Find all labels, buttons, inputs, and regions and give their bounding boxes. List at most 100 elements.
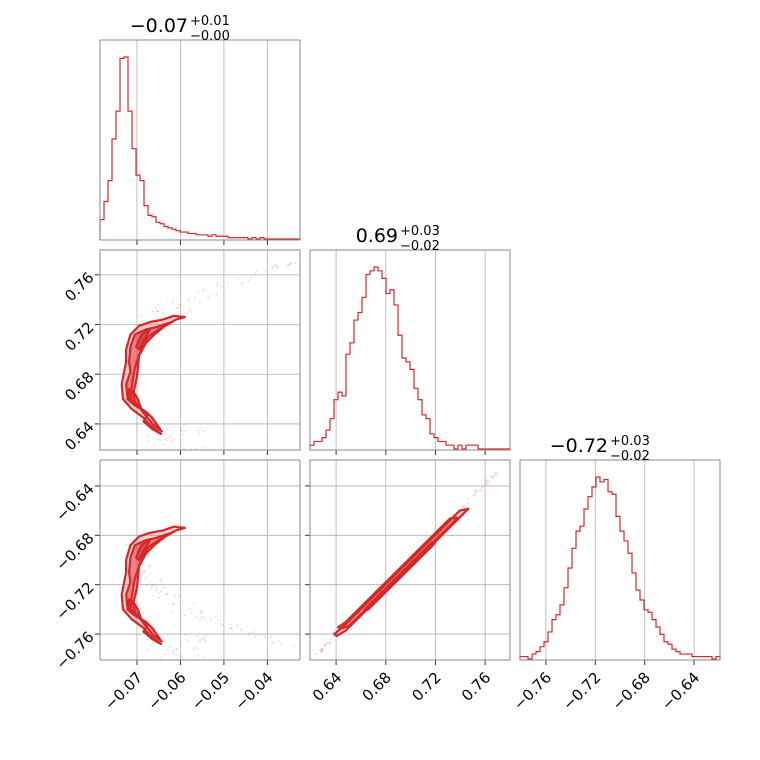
sample-point xyxy=(275,264,278,267)
sample-point xyxy=(159,578,162,581)
contour-inner xyxy=(126,388,143,411)
sample-point xyxy=(241,282,244,285)
sample-point xyxy=(199,638,202,642)
sample-point xyxy=(162,443,165,446)
sample-point xyxy=(237,278,240,281)
sample-point xyxy=(175,648,178,651)
sample-point xyxy=(256,270,259,273)
sample-point xyxy=(172,602,175,605)
sample-point xyxy=(264,270,267,273)
sample-point xyxy=(172,603,175,606)
sample-point xyxy=(170,440,174,443)
sample-point xyxy=(320,648,323,651)
sample-point xyxy=(199,610,202,613)
sample-point xyxy=(219,622,222,625)
sample-point xyxy=(466,501,469,505)
sample-point xyxy=(152,641,155,644)
sample-point xyxy=(190,611,193,614)
sample-point xyxy=(159,656,162,659)
sample-point xyxy=(142,570,145,573)
sample-point xyxy=(175,654,178,657)
sample-point xyxy=(154,589,157,593)
sample-point xyxy=(462,505,465,508)
sample-point xyxy=(173,594,176,597)
sample-point xyxy=(197,654,200,657)
sample-point xyxy=(324,644,327,647)
sample-point xyxy=(319,649,322,652)
panel-content xyxy=(120,261,297,450)
y-tick-label: 0.76 xyxy=(61,269,97,305)
sample-point xyxy=(203,655,206,658)
sample-point xyxy=(164,593,168,596)
sample-point xyxy=(172,652,175,655)
y-tick-label: 0.72 xyxy=(61,318,97,354)
y-tick-label: −0.72 xyxy=(52,579,97,624)
sample-point xyxy=(140,319,143,322)
sample-point xyxy=(485,483,488,486)
sample-point xyxy=(179,427,182,431)
panel-content xyxy=(315,471,498,656)
sample-point xyxy=(214,615,217,618)
x-tick-label: −0.06 xyxy=(144,668,189,713)
sample-point xyxy=(187,298,190,301)
sample-point xyxy=(157,303,160,306)
sample-point xyxy=(204,640,207,643)
sample-point xyxy=(155,587,158,590)
sample-point xyxy=(140,315,143,318)
histogram-step-line xyxy=(99,56,301,240)
sample-point xyxy=(166,428,169,431)
sample-point xyxy=(155,438,158,441)
sample-point xyxy=(157,591,160,594)
sample-point xyxy=(173,438,176,441)
sample-point xyxy=(181,433,184,436)
grid-lines xyxy=(100,250,300,450)
sample-point xyxy=(315,652,318,656)
sample-point xyxy=(493,471,496,474)
sample-point xyxy=(154,583,157,586)
sample-point xyxy=(264,635,267,639)
sample-point xyxy=(181,600,184,603)
panel-frame xyxy=(519,459,721,661)
x-tick-label: 0.72 xyxy=(408,668,444,704)
x-tick-label: −0.05 xyxy=(188,668,233,713)
sample-point xyxy=(152,310,155,313)
x-tick-label: −0.72 xyxy=(559,668,604,713)
sample-point xyxy=(328,642,331,645)
sample-point xyxy=(252,630,255,633)
histogram-panel-2: −0.76 −0.72 −0.68 −0.64−0.72 +0.03−0.02 xyxy=(510,434,721,714)
grid-lines xyxy=(335,250,486,450)
sample-point xyxy=(483,484,486,487)
sample-point xyxy=(272,642,275,645)
histogram-step-line xyxy=(309,266,511,450)
sample-point xyxy=(147,648,150,651)
sample-point xyxy=(199,611,202,615)
sample-point xyxy=(493,474,496,478)
param-title-value: −0.07 xyxy=(130,15,188,37)
sample-point xyxy=(195,447,198,450)
sample-point xyxy=(270,636,273,639)
contour-mid xyxy=(124,320,173,433)
sample-point xyxy=(180,655,184,659)
sample-point xyxy=(177,303,180,306)
sample-point xyxy=(197,647,200,650)
sample-point xyxy=(319,651,322,654)
sample-point xyxy=(293,644,296,647)
sample-point xyxy=(154,321,157,325)
sample-point xyxy=(197,640,200,643)
param-title-value: 0.69 xyxy=(356,225,398,247)
sample-point xyxy=(198,301,201,304)
sample-point xyxy=(137,561,140,564)
panel-frame xyxy=(99,249,301,451)
param-title-minus: −0.02 xyxy=(610,449,650,464)
pair-panel-2: 0.64 0.68 0.72 0.76 xyxy=(305,459,511,705)
sample-point xyxy=(176,306,179,309)
sample-point xyxy=(166,592,169,595)
sample-point xyxy=(171,432,174,435)
grid-lines xyxy=(136,40,268,240)
sample-point xyxy=(188,309,191,312)
sample-point xyxy=(321,649,325,652)
sample-point xyxy=(188,607,191,610)
sample-point xyxy=(279,642,282,645)
sample-point xyxy=(229,626,232,629)
